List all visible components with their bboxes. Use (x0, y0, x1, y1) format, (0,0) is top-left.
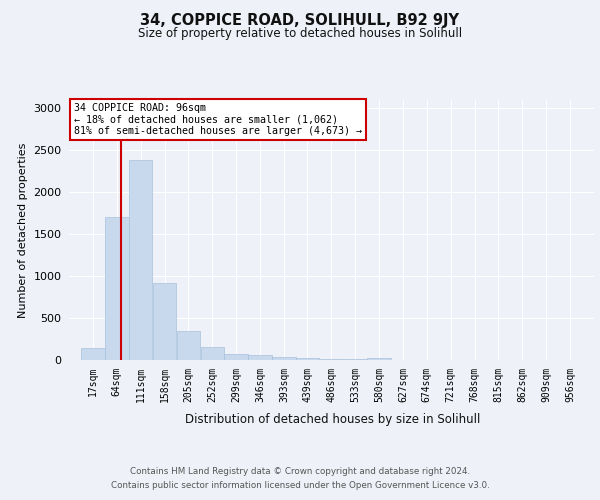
Text: Distribution of detached houses by size in Solihull: Distribution of detached houses by size … (185, 412, 481, 426)
Text: Size of property relative to detached houses in Solihull: Size of property relative to detached ho… (138, 28, 462, 40)
Bar (248, 356, 272, 360)
Text: Contains HM Land Registry data © Crown copyright and database right 2024.: Contains HM Land Registry data © Crown c… (130, 468, 470, 476)
Bar (129, 160, 152, 360)
Bar (319, 358, 343, 360)
Bar (296, 358, 319, 360)
Text: Contains public sector information licensed under the Open Government Licence v3: Contains public sector information licen… (110, 481, 490, 490)
Bar (367, 358, 391, 360)
Bar (105, 218, 128, 360)
Bar (176, 331, 200, 360)
Bar (81, 348, 105, 360)
Bar (224, 354, 248, 360)
Bar (272, 357, 296, 360)
Bar (200, 346, 224, 360)
Text: 34 COPPICE ROAD: 96sqm
← 18% of detached houses are smaller (1,062)
81% of semi-: 34 COPPICE ROAD: 96sqm ← 18% of detached… (74, 102, 362, 136)
Y-axis label: Number of detached properties: Number of detached properties (17, 142, 28, 318)
Text: 34, COPPICE ROAD, SOLIHULL, B92 9JY: 34, COPPICE ROAD, SOLIHULL, B92 9JY (140, 12, 460, 28)
Bar (343, 359, 367, 360)
Bar (153, 283, 176, 360)
